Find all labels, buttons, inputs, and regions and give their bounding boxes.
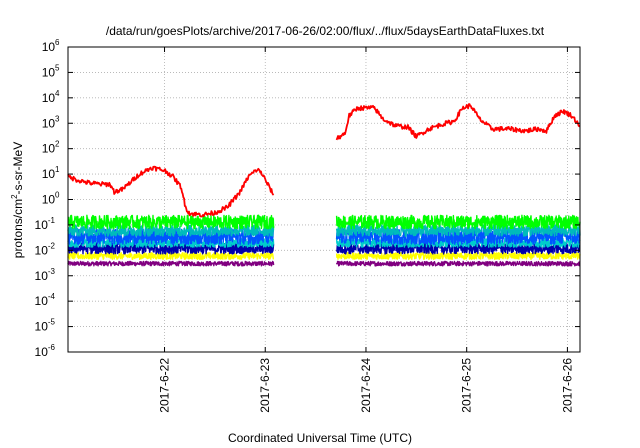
y-tick-label: 10-4	[35, 292, 56, 308]
series-line	[335, 214, 581, 230]
x-tick-label: 2017-6-23	[258, 358, 272, 413]
y-tick-label: 10-3	[35, 267, 56, 283]
series-line	[335, 260, 581, 267]
y-tick-label: 10-6	[35, 343, 56, 359]
ticks: 10-6 10-5 10-4 10-3 10-2 10-1 100 101 102 103 104 1…	[35, 38, 580, 413]
y-tick-label: 10-2	[35, 241, 56, 257]
series-line	[67, 237, 275, 248]
y-tick-label: 103	[42, 114, 60, 130]
series-line	[335, 224, 581, 237]
x-tick-label: 2017-6-22	[158, 358, 172, 413]
x-tick-label: 2017-6-24	[359, 358, 373, 413]
y-tick-label: 101	[42, 165, 60, 181]
y-tick-label: 106	[42, 38, 60, 54]
x-tick-label: 2017-6-25	[460, 358, 474, 413]
series-line-red	[335, 103, 581, 141]
series-line	[67, 214, 275, 230]
y-axis-label-pre: protons/cm	[11, 199, 25, 258]
series-line-red	[67, 165, 275, 218]
y-tick-label: 102	[42, 140, 60, 156]
chart-title: /data/run/goesPlots/archive/2017-06-26/0…	[106, 24, 545, 38]
y-axis-label: protons/cm2-s-sr-MeV	[10, 142, 25, 258]
y-tick-label: 104	[42, 89, 60, 105]
y-tick-label: 10-1	[35, 216, 56, 232]
y-tick-label: 105	[42, 63, 60, 79]
series-line	[67, 260, 275, 267]
y-tick-label: 10-5	[35, 318, 56, 334]
series-layer	[67, 103, 581, 267]
y-tick-label: 100	[42, 191, 60, 207]
series-line	[67, 251, 274, 260]
series-line	[67, 224, 275, 237]
y-axis-label-sup: 2	[10, 194, 19, 199]
x-axis-label: Coordinated Universal Time (UTC)	[228, 431, 412, 445]
series-line	[335, 251, 581, 260]
y-axis-label-post: -s-sr-MeV	[11, 142, 25, 195]
x-tick-label: 2017-6-26	[560, 358, 574, 413]
